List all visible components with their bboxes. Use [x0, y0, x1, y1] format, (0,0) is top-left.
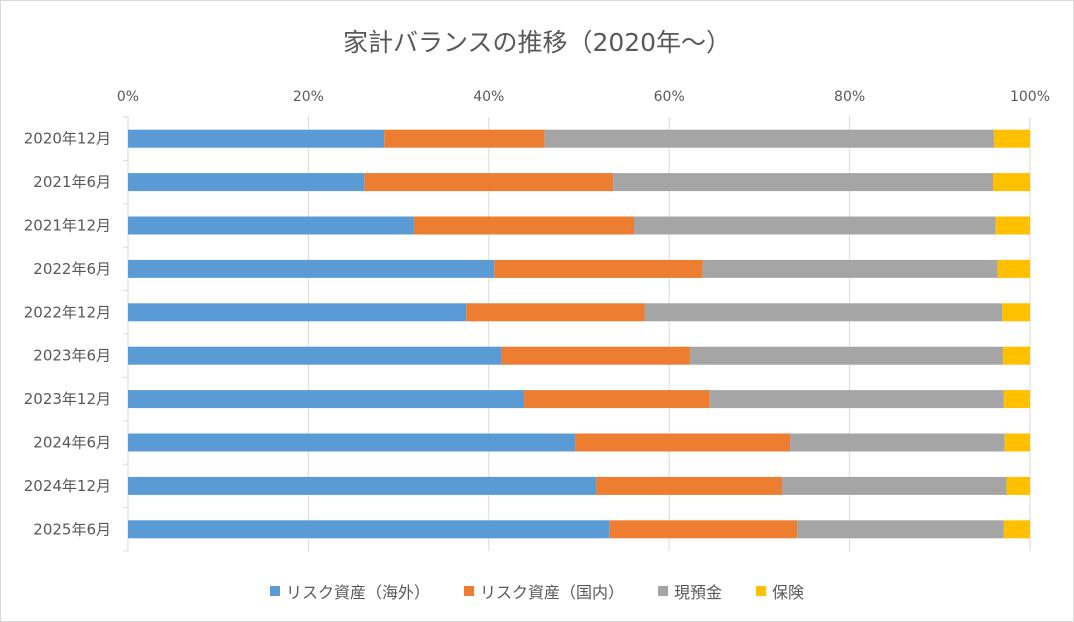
bar-segment [995, 216, 1030, 235]
y-tick-label: 2021年12月 [24, 217, 111, 235]
bar-segment [781, 476, 1007, 495]
bar-segment [384, 129, 545, 148]
chart-legend: リスク資産（海外） リスク資産（国内） 現預金 保険 [1, 579, 1073, 603]
y-tick-label: 2024年12月 [24, 477, 111, 495]
x-tick-label: 20% [293, 89, 324, 105]
bar-segment [544, 129, 994, 148]
bar-segment [128, 346, 502, 365]
bar-segment [613, 173, 994, 192]
bar-segment [993, 129, 1030, 148]
bar-segment [689, 346, 1003, 365]
x-tick-label: 0% [117, 89, 139, 105]
bar-segment [413, 216, 635, 235]
x-tick-label: 100% [1010, 89, 1050, 105]
y-tick-label: 2024年6月 [33, 434, 111, 452]
bar-segment [1004, 433, 1030, 452]
bar-segment [790, 433, 1005, 452]
bar-segment [128, 303, 467, 322]
bar-segment [634, 216, 996, 235]
bar-segment [128, 476, 597, 495]
bar-segment [128, 259, 495, 278]
bar-segment [596, 476, 782, 495]
legend-item: リスク資産（国内） [463, 579, 624, 603]
bar-segment [1002, 303, 1030, 322]
bar-segment [523, 390, 710, 409]
bar-segment [501, 346, 690, 365]
legend-item: リスク資産（海外） [269, 579, 430, 603]
y-tick-label: 2023年6月 [33, 347, 111, 365]
bar-segment [644, 303, 1003, 322]
legend-item: 現預金 [658, 579, 722, 603]
bar-segment [466, 303, 645, 322]
y-tick-label: 2025年6月 [33, 520, 111, 538]
bar-segment [993, 173, 1030, 192]
bar-segment [997, 259, 1030, 278]
bar-segment [128, 173, 365, 192]
bar-segment [797, 520, 1004, 539]
bar-segment [1003, 390, 1030, 409]
legend-swatch [269, 586, 280, 596]
bar-segment [709, 390, 1004, 409]
x-tick-label: 40% [473, 89, 504, 105]
legend-swatch [463, 586, 474, 596]
y-tick-label: 2021年6月 [33, 173, 111, 191]
bar-segment [128, 520, 610, 539]
legend-swatch [658, 586, 668, 596]
y-tick-label: 2022年6月 [33, 260, 111, 278]
legend-swatch [756, 586, 767, 596]
x-tick-label: 80% [834, 89, 865, 105]
y-tick-label: 2022年12月 [24, 303, 111, 321]
y-tick-label: 2020年12月 [24, 130, 111, 148]
legend-label: リスク資産（国内） [479, 583, 624, 602]
bar-segment [1006, 476, 1030, 495]
bar-segment [128, 216, 414, 235]
bar-segment [128, 390, 524, 409]
bar-segment [128, 129, 385, 148]
bar-segment [364, 173, 614, 192]
bar-segment [609, 520, 798, 539]
bar-segment [1003, 520, 1030, 539]
legend-label: リスク資産（海外） [285, 583, 430, 602]
x-tick-label: 60% [654, 89, 685, 105]
legend-label: 現預金 [674, 583, 723, 602]
bar-segment [575, 433, 791, 452]
legend-label: 保険 [772, 583, 805, 602]
legend-item: 保険 [756, 579, 804, 603]
bar-segment [702, 259, 998, 278]
bar-segment [1002, 346, 1030, 365]
bar-segment [128, 433, 576, 452]
chart-title: 家計バランスの推移（2020年～） [342, 28, 732, 57]
y-tick-label: 2023年12月 [24, 390, 111, 408]
bar-segment [494, 259, 703, 278]
